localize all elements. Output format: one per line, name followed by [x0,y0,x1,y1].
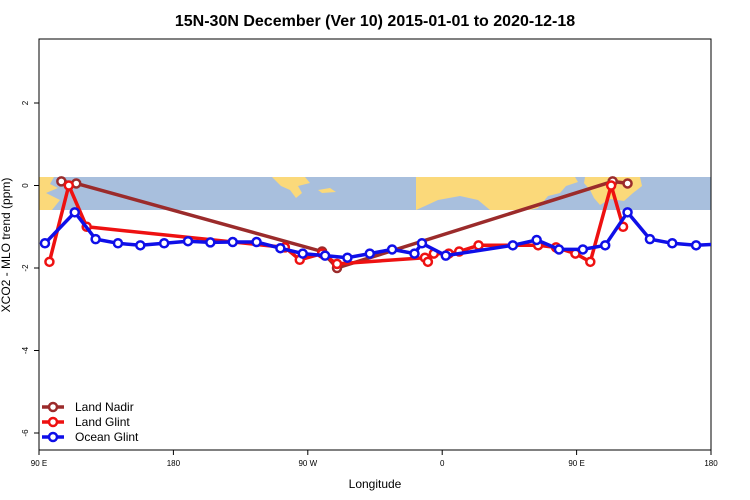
data-point [422,256,434,268]
data-point [69,207,81,218]
data-point [227,236,238,248]
data-point [440,250,452,261]
x-tick-label: 180 [704,459,718,468]
data-point [622,207,633,218]
data-point [553,244,565,255]
land-cuba [318,188,336,193]
data-point [473,240,484,251]
data-point [364,248,376,259]
data-point [585,256,596,268]
x-axis-label: Longitude [349,477,402,491]
data-point [44,256,55,268]
data-point [622,178,633,189]
data-point [416,238,428,249]
data-point [531,234,542,246]
data-point [577,244,589,255]
data-point [319,250,331,261]
data-point [275,242,286,254]
data-point [599,240,611,251]
x-tick-label: 90 W [298,459,317,468]
y-tick-label: 0 [21,183,30,188]
data-point [667,238,678,249]
legend-label: Ocean Glint [75,430,139,444]
data-point [737,239,745,247]
data-point [39,238,51,249]
series-layer [39,176,745,274]
data-point [690,240,702,251]
y-axis-label: XCO2 - MLO trend (ppm) [0,178,13,313]
data-point [507,240,519,251]
data-point [182,235,194,247]
x-axis: 90 E 180 90 W 0 90 E 180 [31,450,718,468]
data-point [205,237,216,248]
data-point [409,248,420,259]
legend-swatch-marker [47,431,59,443]
data-point [386,244,398,255]
data-point [135,240,146,251]
data-point [297,248,308,259]
data-point [158,238,170,249]
y-axis: 2 0 -2 -4 -6 [21,100,39,437]
land-africa-asia [39,177,60,210]
y-tick-label: -6 [21,429,30,437]
legend-label: Land Glint [75,415,130,429]
data-point [63,180,75,191]
legend-swatch-marker [47,401,59,413]
data-point [331,258,343,270]
data-point [56,176,67,187]
y-tick-label: 2 [21,100,30,105]
data-point [605,180,617,191]
land-americas [272,177,310,198]
data-point [342,252,353,263]
data-point [90,233,101,245]
legend-swatch-marker [47,416,59,428]
legend-label: Land Nadir [75,400,134,414]
chart-title: 15N-30N December (Ver 10) 2015-01-01 to … [175,13,575,30]
series-ocean-glint [39,207,745,263]
x-tick-label: 90 E [568,459,584,468]
x-tick-label: 90 E [31,459,47,468]
x-tick-label: 0 [440,459,445,468]
land-africa-arabia [416,177,578,210]
x-tick-label: 180 [167,459,181,468]
data-point [714,240,722,248]
data-point [251,236,262,248]
y-tick-label: -4 [21,346,30,354]
data-point [112,238,124,249]
y-tick-label: -2 [21,264,30,272]
data-point [644,233,656,245]
